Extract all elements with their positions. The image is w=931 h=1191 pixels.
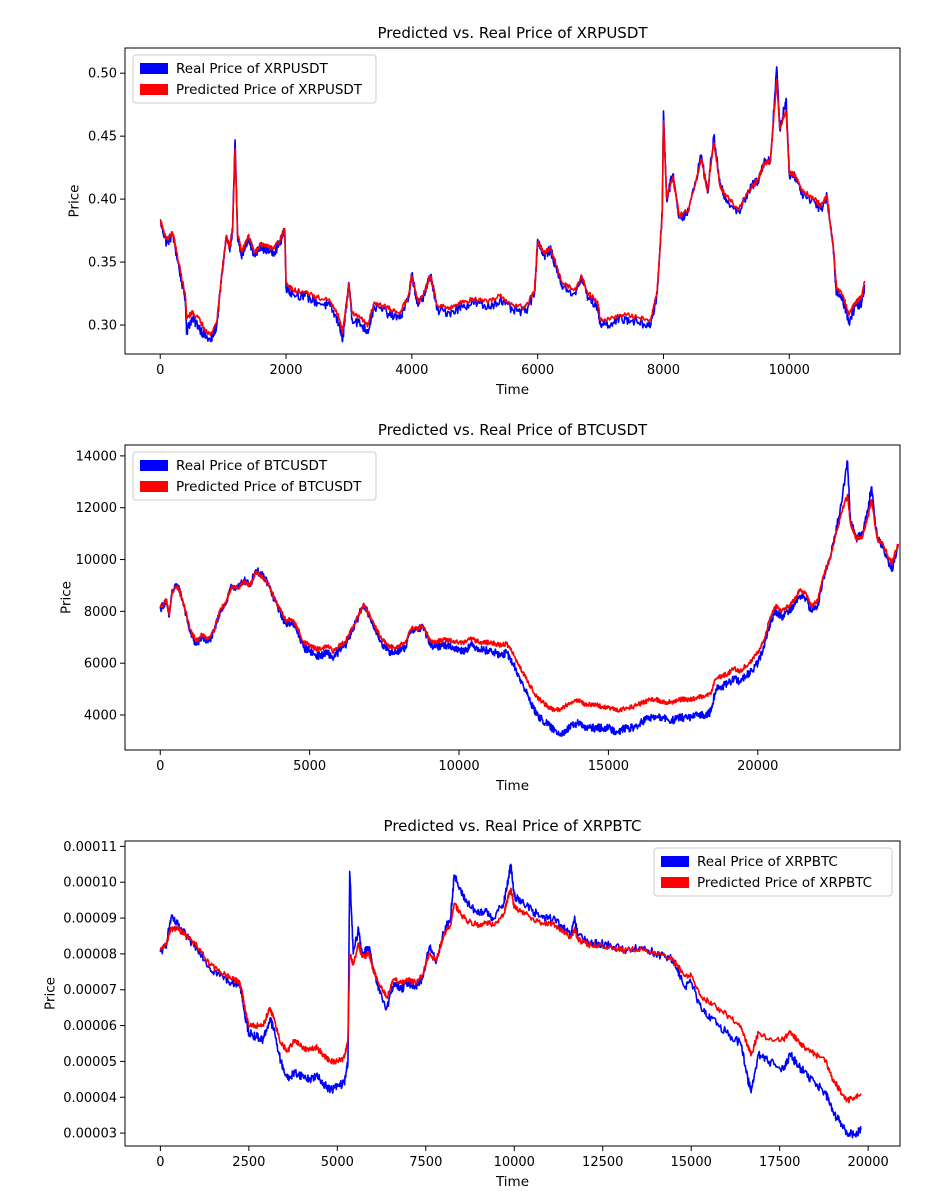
y-tick-label: 14000 (76, 449, 117, 464)
y-tick-label: 4000 (84, 709, 117, 724)
x-tick-label: 5000 (321, 1155, 354, 1170)
y-tick-label: 0.40 (88, 193, 117, 208)
y-tick-label: 0.50 (88, 67, 117, 82)
x-tick-label: 0 (156, 363, 164, 378)
y-axis-label: Price (59, 581, 75, 614)
plot-frame (124, 444, 901, 751)
plot-frame (124, 47, 901, 355)
y-tick-label: 0.00004 (63, 1091, 117, 1106)
series-line-real (159, 863, 862, 1139)
x-tick-label: 20000 (737, 759, 778, 774)
x-tick-label: 2500 (232, 1155, 265, 1170)
x-tick-label: 20000 (847, 1155, 888, 1170)
y-tick-label: 0.35 (88, 256, 117, 271)
legend-label-predicted: Predicted Price of XRPUSDT (176, 82, 363, 98)
x-tick-label: 15000 (671, 1155, 712, 1170)
legend: Real Price of BTCUSDT Predicted Price of … (132, 451, 377, 501)
x-tick-label: 15000 (588, 759, 629, 774)
legend-label-predicted: Predicted Price of BTCUSDT (176, 479, 362, 495)
y-tick-label: 10000 (76, 553, 117, 568)
x-tick-label: 7500 (409, 1155, 442, 1170)
legend-swatch-real (661, 856, 689, 867)
legend-label-real: Real Price of XRPUSDT (176, 61, 329, 77)
y-tick-label: 0.00003 (63, 1127, 117, 1142)
x-tick-label: 10000 (438, 759, 479, 774)
y-axis-label: Price (67, 185, 83, 218)
legend-box (132, 54, 377, 104)
y-tick-label: 0.00009 (63, 912, 117, 927)
y-tick-label: 0.00005 (63, 1055, 117, 1070)
legend-swatch-predicted (661, 877, 689, 888)
x-tick-label: 2000 (269, 363, 302, 378)
x-tick-label: 17500 (759, 1155, 800, 1170)
series-line-predicted (159, 78, 866, 336)
legend-label-real: Real Price of XRPBTC (697, 854, 838, 870)
chart-title: Predicted vs. Real Price of XRPUSDT (377, 24, 648, 42)
y-tick-label: 0.00011 (63, 840, 117, 855)
x-tick-label: 10000 (494, 1155, 535, 1170)
y-tick-label: 0.45 (88, 130, 117, 145)
legend: Real Price of XRPBTC Predicted Price of X… (653, 847, 893, 897)
y-tick-label: 8000 (84, 605, 117, 620)
chart-2: 0 5000 10000 15000 20000 4000 6000 8000 10000 120… (59, 421, 901, 794)
legend-label-real: Real Price of BTCUSDT (176, 458, 328, 474)
x-tick-label: 5000 (293, 759, 326, 774)
y-tick-label: 0.00008 (63, 947, 117, 962)
x-tick-label: 4000 (395, 363, 428, 378)
y-axis-label: Price (42, 977, 58, 1010)
legend-box (132, 451, 377, 501)
chart-3: 0 2500 5000 7500 10000 12500 15000 17500 20000 0.… (42, 817, 901, 1190)
chart-title: Predicted vs. Real Price of BTCUSDT (378, 421, 648, 439)
x-tick-label: 10000 (769, 363, 810, 378)
x-tick-label: 12500 (582, 1155, 623, 1170)
x-tick-label: 0 (156, 1155, 164, 1170)
legend-swatch-real (140, 460, 168, 471)
plot-frame (124, 840, 901, 1147)
y-tick-label: 0.00010 (63, 876, 117, 891)
legend-swatch-predicted (140, 481, 168, 492)
legend-label-predicted: Predicted Price of XRPBTC (697, 875, 872, 891)
x-axis-label: Time (495, 1174, 529, 1190)
chart-1: 0 2000 4000 6000 8000 10000 0.30 0.35 0.40 0.45 0.… (67, 24, 901, 398)
y-tick-label: 0.30 (88, 319, 117, 334)
series-line-predicted (159, 493, 899, 713)
charts-container: 0 2000 4000 6000 8000 10000 0.30 0.35 0.40 0.45 0.… (42, 24, 901, 1190)
legend-swatch-real (140, 63, 168, 74)
x-axis-label: Time (495, 382, 529, 398)
legend: Real Price of XRPUSDT Predicted Price of … (132, 54, 377, 104)
x-tick-label: 0 (156, 759, 164, 774)
y-tick-label: 0.00006 (63, 1019, 117, 1034)
x-tick-label: 6000 (521, 363, 554, 378)
chart-title: Predicted vs. Real Price of XRPBTC (384, 817, 642, 835)
x-tick-label: 8000 (647, 363, 680, 378)
y-tick-label: 0.00007 (63, 983, 117, 998)
y-tick-label: 12000 (76, 501, 117, 516)
x-axis-label: Time (495, 778, 529, 794)
legend-swatch-predicted (140, 84, 168, 95)
series-line-predicted (159, 887, 862, 1104)
y-tick-label: 6000 (84, 657, 117, 672)
legend-box (653, 847, 893, 897)
